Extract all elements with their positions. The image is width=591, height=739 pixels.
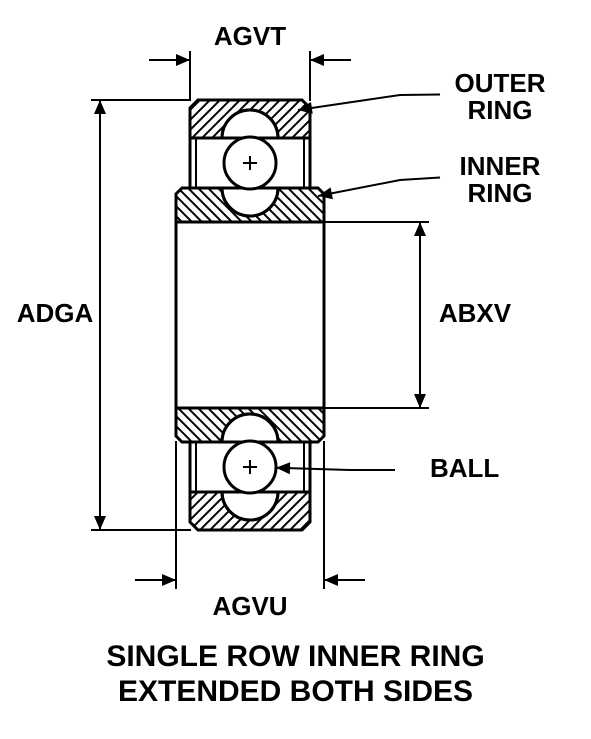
svg-text:BALL: BALL [430, 453, 499, 483]
diagram-title: SINGLE ROW INNER RING EXTENDED BOTH SIDE… [0, 640, 591, 709]
bearing-diagram-svg: AGVTAGVUADGAABXVOUTERRINGINNERRINGBALL [0, 0, 591, 739]
diagram-container: AGVTAGVUADGAABXVOUTERRINGINNERRINGBALL S… [0, 0, 591, 739]
svg-text:ADGA: ADGA [17, 298, 94, 328]
svg-text:AGVU: AGVU [212, 591, 287, 621]
svg-text:OUTER: OUTER [455, 68, 546, 98]
svg-text:INNER: INNER [460, 151, 541, 181]
title-line-2: EXTENDED BOTH SIDES [0, 675, 591, 710]
svg-text:RING: RING [468, 178, 533, 208]
svg-text:RING: RING [468, 95, 533, 125]
svg-text:AGVT: AGVT [214, 21, 286, 51]
title-line-1: SINGLE ROW INNER RING [0, 640, 591, 675]
svg-text:ABXV: ABXV [439, 298, 512, 328]
